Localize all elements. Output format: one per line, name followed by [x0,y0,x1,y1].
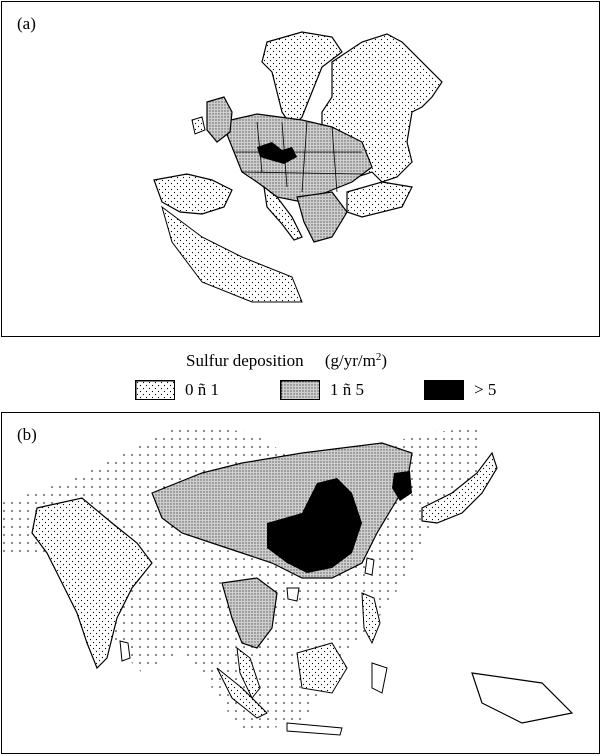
italy-landmass [263,185,303,241]
india-landmass [31,497,153,670]
sulawesi-landmass [371,662,388,694]
legend-title: Sulfur deposition (g/yr/m2) [186,351,387,371]
iberia-landmass [153,173,233,215]
central-europe-medium-area [221,113,373,203]
borneo-landmass [296,642,348,694]
country-borders [234,121,363,193]
legend-unit: (g/yr/m [324,351,376,370]
japan-landmass [421,451,498,524]
taiwan-landmass [364,557,375,576]
legend-unit-superscript: 2 [375,351,382,363]
philippines-landmass [361,592,381,645]
europe-low-deposition-area [161,205,303,303]
indochina-landmass [221,577,278,649]
turkey-landmass [346,181,413,218]
ireland-landmass [191,116,206,135]
europe-map-panel: (a) [1,1,600,337]
malay-peninsula [236,646,261,699]
europe-high-deposition-area [257,142,297,164]
china-high-deposition-area [267,478,362,573]
asia-map-panel: (b) [1,412,600,754]
hainan-landmass [286,587,300,602]
sri-lanka-landmass [119,640,131,662]
europe-map [153,31,443,303]
panel-b-label: (b) [17,425,37,444]
legend-label-low: 0 ñ 1 [185,380,219,399]
legend-unit-close: ) [381,351,388,370]
java-landmass [286,722,343,736]
uk-landmass [206,96,233,143]
legend-swatch-medium [280,380,320,400]
korea-high-deposition-area [392,471,412,501]
legend-swatch-low [135,380,175,400]
legend-title-text: Sulfur deposition [186,351,304,370]
balkans-landmass [296,191,348,243]
new-guinea-landmass [471,672,574,724]
scandinavia-landmass [261,31,343,128]
panel-a-label: (a) [17,14,36,33]
asia-map [2,423,574,736]
legend-label-high: > 5 [474,380,497,399]
legend-label-medium: 1 ñ 5 [330,380,364,399]
sumatra-landmass [216,667,268,719]
legend-swatch-high [424,380,464,400]
